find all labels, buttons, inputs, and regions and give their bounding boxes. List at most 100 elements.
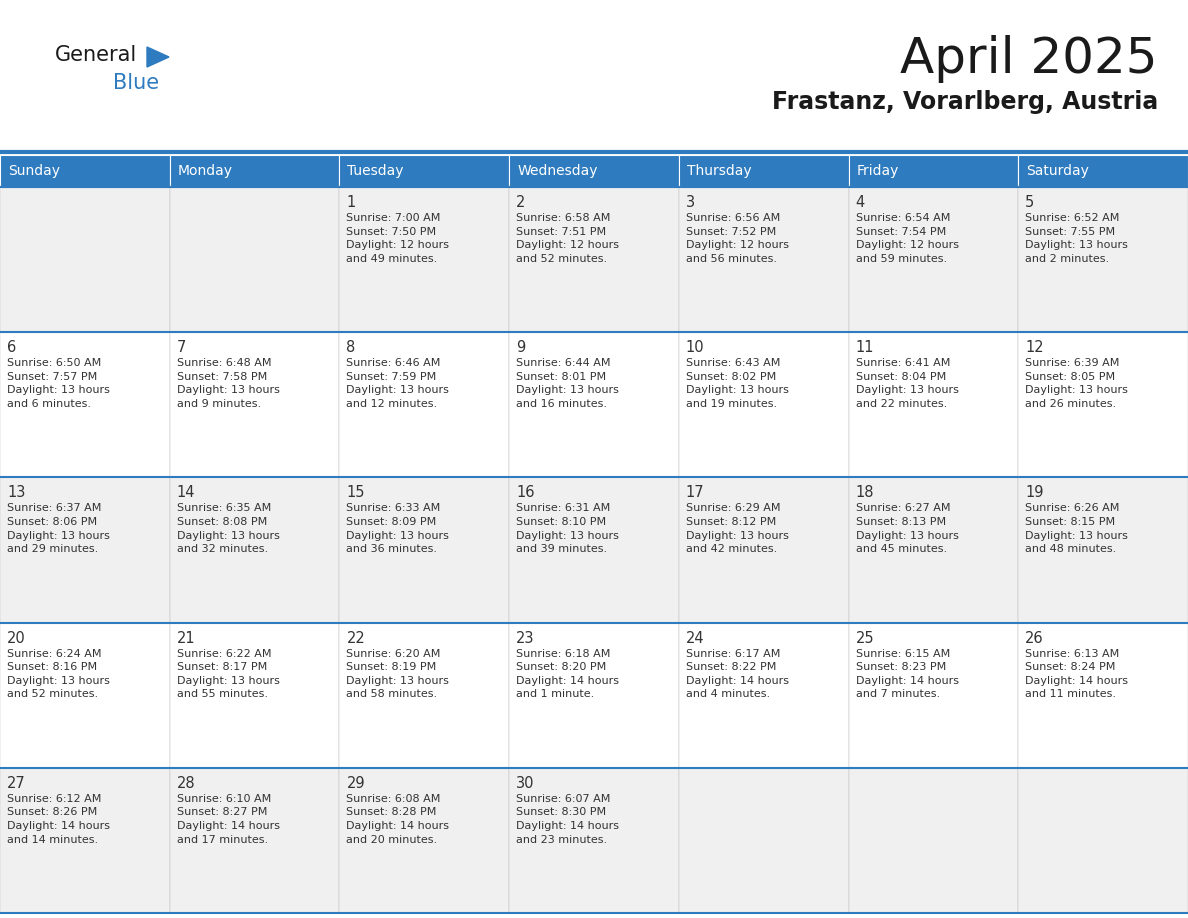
Text: Sunrise: 6:29 AM
Sunset: 8:12 PM
Daylight: 13 hours
and 42 minutes.: Sunrise: 6:29 AM Sunset: 8:12 PM Dayligh…	[685, 503, 789, 554]
Text: 18: 18	[855, 486, 874, 500]
Text: Sunrise: 6:26 AM
Sunset: 8:15 PM
Daylight: 13 hours
and 48 minutes.: Sunrise: 6:26 AM Sunset: 8:15 PM Dayligh…	[1025, 503, 1129, 554]
Text: 1: 1	[347, 195, 355, 210]
Text: Sunrise: 6:52 AM
Sunset: 7:55 PM
Daylight: 13 hours
and 2 minutes.: Sunrise: 6:52 AM Sunset: 7:55 PM Dayligh…	[1025, 213, 1129, 263]
Text: Sunrise: 6:24 AM
Sunset: 8:16 PM
Daylight: 13 hours
and 52 minutes.: Sunrise: 6:24 AM Sunset: 8:16 PM Dayligh…	[7, 649, 109, 700]
Bar	[170, 332, 340, 477]
Bar	[678, 622, 848, 767]
Bar	[170, 477, 340, 622]
Bar	[0, 332, 170, 477]
Bar	[510, 767, 678, 913]
Bar	[340, 767, 510, 913]
Bar	[848, 767, 1018, 913]
Text: Tuesday: Tuesday	[347, 164, 404, 178]
Text: Sunrise: 7:00 AM
Sunset: 7:50 PM
Daylight: 12 hours
and 49 minutes.: Sunrise: 7:00 AM Sunset: 7:50 PM Dayligh…	[347, 213, 449, 263]
Bar	[1018, 332, 1188, 477]
Bar	[0, 767, 170, 913]
Text: Sunrise: 6:41 AM
Sunset: 8:04 PM
Daylight: 13 hours
and 22 minutes.: Sunrise: 6:41 AM Sunset: 8:04 PM Dayligh…	[855, 358, 959, 409]
Text: Sunrise: 6:43 AM
Sunset: 8:02 PM
Daylight: 13 hours
and 19 minutes.: Sunrise: 6:43 AM Sunset: 8:02 PM Dayligh…	[685, 358, 789, 409]
Text: Sunrise: 6:10 AM
Sunset: 8:27 PM
Daylight: 14 hours
and 17 minutes.: Sunrise: 6:10 AM Sunset: 8:27 PM Dayligh…	[177, 794, 279, 845]
Bar	[170, 187, 340, 332]
Bar	[1018, 155, 1188, 187]
Text: 22: 22	[347, 631, 365, 645]
Bar	[510, 155, 678, 187]
Bar	[170, 622, 340, 767]
Bar	[848, 622, 1018, 767]
Text: Sunrise: 6:39 AM
Sunset: 8:05 PM
Daylight: 13 hours
and 26 minutes.: Sunrise: 6:39 AM Sunset: 8:05 PM Dayligh…	[1025, 358, 1129, 409]
Text: 29: 29	[347, 776, 365, 790]
Text: Sunrise: 6:37 AM
Sunset: 8:06 PM
Daylight: 13 hours
and 29 minutes.: Sunrise: 6:37 AM Sunset: 8:06 PM Dayligh…	[7, 503, 109, 554]
Text: 3: 3	[685, 195, 695, 210]
Text: Friday: Friday	[857, 164, 899, 178]
Text: Sunrise: 6:35 AM
Sunset: 8:08 PM
Daylight: 13 hours
and 32 minutes.: Sunrise: 6:35 AM Sunset: 8:08 PM Dayligh…	[177, 503, 279, 554]
Text: 20: 20	[7, 631, 26, 645]
Text: Monday: Monday	[178, 164, 233, 178]
Text: Sunrise: 6:46 AM
Sunset: 7:59 PM
Daylight: 13 hours
and 12 minutes.: Sunrise: 6:46 AM Sunset: 7:59 PM Dayligh…	[347, 358, 449, 409]
Text: Sunrise: 6:08 AM
Sunset: 8:28 PM
Daylight: 14 hours
and 20 minutes.: Sunrise: 6:08 AM Sunset: 8:28 PM Dayligh…	[347, 794, 449, 845]
Bar	[1018, 477, 1188, 622]
Bar	[340, 155, 510, 187]
Text: Sunrise: 6:33 AM
Sunset: 8:09 PM
Daylight: 13 hours
and 36 minutes.: Sunrise: 6:33 AM Sunset: 8:09 PM Dayligh…	[347, 503, 449, 554]
Text: April 2025: April 2025	[901, 35, 1158, 83]
Bar	[510, 477, 678, 622]
Text: Sunrise: 6:12 AM
Sunset: 8:26 PM
Daylight: 14 hours
and 14 minutes.: Sunrise: 6:12 AM Sunset: 8:26 PM Dayligh…	[7, 794, 110, 845]
Bar	[340, 187, 510, 332]
Text: 10: 10	[685, 341, 704, 355]
Text: Blue: Blue	[113, 73, 159, 93]
Bar	[170, 767, 340, 913]
Bar	[848, 477, 1018, 622]
Text: 9: 9	[516, 341, 525, 355]
Bar	[678, 477, 848, 622]
Text: Sunrise: 6:44 AM
Sunset: 8:01 PM
Daylight: 13 hours
and 16 minutes.: Sunrise: 6:44 AM Sunset: 8:01 PM Dayligh…	[516, 358, 619, 409]
Bar	[170, 155, 340, 187]
Text: 2: 2	[516, 195, 525, 210]
Text: Sunrise: 6:50 AM
Sunset: 7:57 PM
Daylight: 13 hours
and 6 minutes.: Sunrise: 6:50 AM Sunset: 7:57 PM Dayligh…	[7, 358, 109, 409]
Bar	[1018, 187, 1188, 332]
Bar	[510, 187, 678, 332]
Bar	[678, 767, 848, 913]
Text: Sunrise: 6:15 AM
Sunset: 8:23 PM
Daylight: 14 hours
and 7 minutes.: Sunrise: 6:15 AM Sunset: 8:23 PM Dayligh…	[855, 649, 959, 700]
Text: 28: 28	[177, 776, 195, 790]
Bar	[1018, 767, 1188, 913]
Bar	[678, 332, 848, 477]
Bar	[340, 477, 510, 622]
Text: 23: 23	[516, 631, 535, 645]
Text: 25: 25	[855, 631, 874, 645]
Text: 17: 17	[685, 486, 704, 500]
Bar	[510, 622, 678, 767]
Text: 21: 21	[177, 631, 195, 645]
Text: Frastanz, Vorarlberg, Austria: Frastanz, Vorarlberg, Austria	[772, 90, 1158, 114]
Text: Sunrise: 6:17 AM
Sunset: 8:22 PM
Daylight: 14 hours
and 4 minutes.: Sunrise: 6:17 AM Sunset: 8:22 PM Dayligh…	[685, 649, 789, 700]
Text: 6: 6	[7, 341, 17, 355]
Text: 15: 15	[347, 486, 365, 500]
Text: Sunrise: 6:56 AM
Sunset: 7:52 PM
Daylight: 12 hours
and 56 minutes.: Sunrise: 6:56 AM Sunset: 7:52 PM Dayligh…	[685, 213, 789, 263]
Text: 11: 11	[855, 341, 874, 355]
Text: 24: 24	[685, 631, 704, 645]
Text: 12: 12	[1025, 341, 1044, 355]
Text: Sunrise: 6:20 AM
Sunset: 8:19 PM
Daylight: 13 hours
and 58 minutes.: Sunrise: 6:20 AM Sunset: 8:19 PM Dayligh…	[347, 649, 449, 700]
Text: 7: 7	[177, 341, 187, 355]
Text: General: General	[55, 45, 138, 65]
Bar	[340, 622, 510, 767]
Bar	[848, 155, 1018, 187]
Text: 30: 30	[516, 776, 535, 790]
Text: 4: 4	[855, 195, 865, 210]
Text: Sunrise: 6:58 AM
Sunset: 7:51 PM
Daylight: 12 hours
and 52 minutes.: Sunrise: 6:58 AM Sunset: 7:51 PM Dayligh…	[516, 213, 619, 263]
Text: Wednesday: Wednesday	[517, 164, 598, 178]
Text: 13: 13	[7, 486, 25, 500]
Text: 14: 14	[177, 486, 195, 500]
Bar	[340, 332, 510, 477]
Bar	[0, 187, 170, 332]
Text: 16: 16	[516, 486, 535, 500]
Text: Sunrise: 6:31 AM
Sunset: 8:10 PM
Daylight: 13 hours
and 39 minutes.: Sunrise: 6:31 AM Sunset: 8:10 PM Dayligh…	[516, 503, 619, 554]
Text: 19: 19	[1025, 486, 1044, 500]
Text: Sunday: Sunday	[8, 164, 61, 178]
Text: 8: 8	[347, 341, 355, 355]
Text: Sunrise: 6:27 AM
Sunset: 8:13 PM
Daylight: 13 hours
and 45 minutes.: Sunrise: 6:27 AM Sunset: 8:13 PM Dayligh…	[855, 503, 959, 554]
Bar	[510, 332, 678, 477]
Text: 27: 27	[7, 776, 26, 790]
Text: Sunrise: 6:18 AM
Sunset: 8:20 PM
Daylight: 14 hours
and 1 minute.: Sunrise: 6:18 AM Sunset: 8:20 PM Dayligh…	[516, 649, 619, 700]
Bar	[848, 332, 1018, 477]
Bar	[0, 477, 170, 622]
Bar	[678, 187, 848, 332]
Bar	[678, 155, 848, 187]
